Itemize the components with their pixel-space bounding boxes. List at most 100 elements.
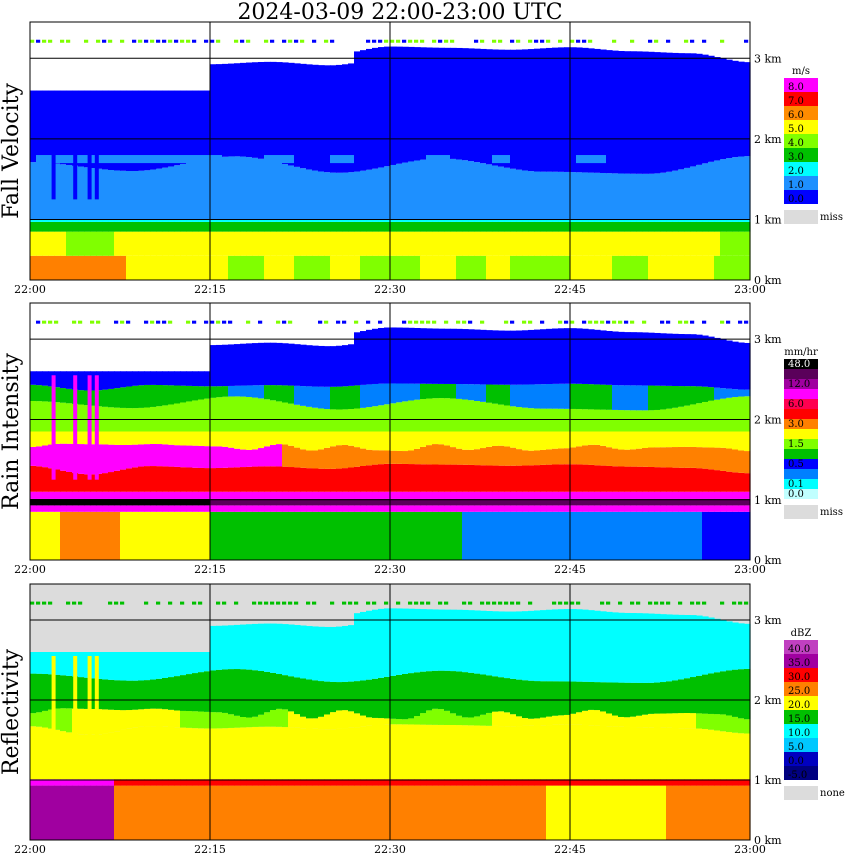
heatmap-cell bbox=[144, 170, 151, 220]
heatmap-cell bbox=[330, 172, 337, 220]
heatmap-cell bbox=[264, 431, 271, 447]
echo-speckle bbox=[660, 601, 665, 605]
heatmap-cell bbox=[126, 785, 133, 840]
heatmap-cell bbox=[378, 464, 385, 492]
heatmap-cell bbox=[522, 384, 529, 408]
heatmap-cell bbox=[360, 611, 367, 681]
heatmap-cell bbox=[492, 330, 499, 385]
echo-speckle bbox=[558, 39, 563, 43]
heatmap-cell bbox=[90, 678, 97, 709]
heatmap-cell bbox=[342, 255, 349, 280]
heatmap-cell bbox=[174, 511, 181, 560]
heatmap-cell bbox=[336, 221, 343, 232]
heatmap-cell bbox=[678, 779, 685, 786]
heatmap-cell bbox=[744, 733, 751, 780]
heatmap-cell bbox=[198, 779, 205, 786]
heatmap-cell bbox=[78, 231, 85, 256]
heatmap-cell bbox=[564, 448, 571, 465]
heatmap-cell bbox=[198, 386, 205, 400]
heatmap-cell bbox=[720, 620, 727, 672]
heatmap-cell bbox=[180, 675, 187, 711]
heatmap-cell bbox=[486, 384, 493, 403]
heatmap-cell bbox=[198, 511, 205, 560]
heatmap-cell bbox=[426, 671, 433, 711]
heatmap-cell bbox=[90, 221, 97, 232]
echo-speckle bbox=[432, 39, 437, 43]
heatmap-cell bbox=[702, 255, 709, 280]
heatmap-cell bbox=[414, 160, 421, 220]
heatmap-cell bbox=[144, 255, 151, 280]
heatmap-cell bbox=[492, 221, 499, 232]
heatmap-cell bbox=[720, 470, 727, 492]
echo-speckle bbox=[228, 320, 233, 324]
heatmap-cell bbox=[720, 785, 727, 840]
heatmap-cell bbox=[258, 491, 265, 499]
heatmap-cell bbox=[486, 505, 493, 512]
heatmap-cell bbox=[396, 383, 403, 403]
heatmap-cell bbox=[696, 334, 703, 387]
heatmap-cell bbox=[180, 505, 187, 512]
heatmap-cell bbox=[360, 726, 367, 780]
legend-label: 3.0 bbox=[788, 152, 804, 163]
heatmap-cell bbox=[132, 219, 139, 222]
heatmap-cell bbox=[312, 511, 319, 560]
heatmap-cell bbox=[96, 678, 103, 710]
echo-speckle bbox=[108, 601, 113, 605]
heatmap-cell bbox=[246, 466, 253, 492]
heatmap-cell bbox=[486, 164, 493, 220]
legend-label: 4.0 bbox=[788, 138, 804, 149]
heatmap-cell bbox=[402, 255, 409, 280]
heatmap-cell bbox=[414, 383, 421, 400]
heatmap-cell bbox=[594, 491, 601, 499]
heatmap-cell bbox=[678, 505, 685, 512]
heatmap-cell bbox=[624, 410, 631, 432]
heatmap-cell bbox=[162, 231, 169, 256]
heatmap-cell bbox=[510, 491, 517, 499]
echo-speckle bbox=[612, 320, 617, 324]
heatmap-cell bbox=[582, 221, 589, 232]
heatmap-cell bbox=[246, 221, 253, 232]
legend-missing-swatch bbox=[784, 210, 818, 224]
heatmap-cell bbox=[720, 447, 727, 471]
heatmap-cell bbox=[378, 255, 385, 280]
heatmap-cell bbox=[696, 491, 703, 499]
heatmap-cell bbox=[66, 491, 73, 499]
heatmap-cell bbox=[210, 158, 217, 220]
legend-missing-swatch bbox=[784, 505, 818, 519]
heatmap-cell bbox=[666, 511, 673, 560]
heatmap-cell bbox=[480, 48, 487, 164]
heatmap-cell bbox=[108, 90, 115, 171]
heatmap-cell bbox=[300, 467, 307, 492]
heatmap-cell bbox=[114, 779, 121, 786]
heatmap-cell bbox=[390, 785, 397, 840]
heatmap-cell bbox=[630, 410, 637, 432]
heatmap-cell bbox=[588, 681, 595, 710]
heatmap-cell bbox=[294, 231, 301, 256]
heatmap-cell bbox=[570, 609, 577, 682]
echo-speckle bbox=[282, 601, 287, 605]
heatmap-cell bbox=[702, 674, 709, 714]
heatmap-cell bbox=[42, 505, 49, 512]
heatmap-cell bbox=[276, 401, 283, 432]
heatmap-cell bbox=[420, 219, 427, 222]
heatmap-cell bbox=[300, 386, 307, 406]
heatmap-cell bbox=[384, 608, 391, 677]
heatmap-cell bbox=[654, 785, 661, 840]
heatmap-cell bbox=[654, 713, 661, 728]
heatmap-cell bbox=[486, 712, 493, 726]
heatmap-cell bbox=[576, 172, 583, 220]
heatmap-cell bbox=[660, 682, 667, 714]
heatmap-cell bbox=[366, 221, 373, 232]
echo-speckle bbox=[114, 320, 119, 324]
heatmap-cell bbox=[504, 255, 511, 280]
heatmap-cell bbox=[642, 466, 649, 492]
heatmap-cell bbox=[336, 626, 343, 683]
heatmap-cell bbox=[516, 716, 523, 727]
echo-speckle bbox=[480, 601, 485, 605]
heatmap-cell bbox=[216, 155, 223, 164]
heatmap-cell bbox=[444, 383, 451, 399]
heatmap-cell bbox=[186, 231, 193, 256]
heatmap-cell bbox=[522, 511, 529, 560]
heatmap-cell bbox=[330, 221, 337, 232]
heatmap-cell bbox=[504, 785, 511, 840]
